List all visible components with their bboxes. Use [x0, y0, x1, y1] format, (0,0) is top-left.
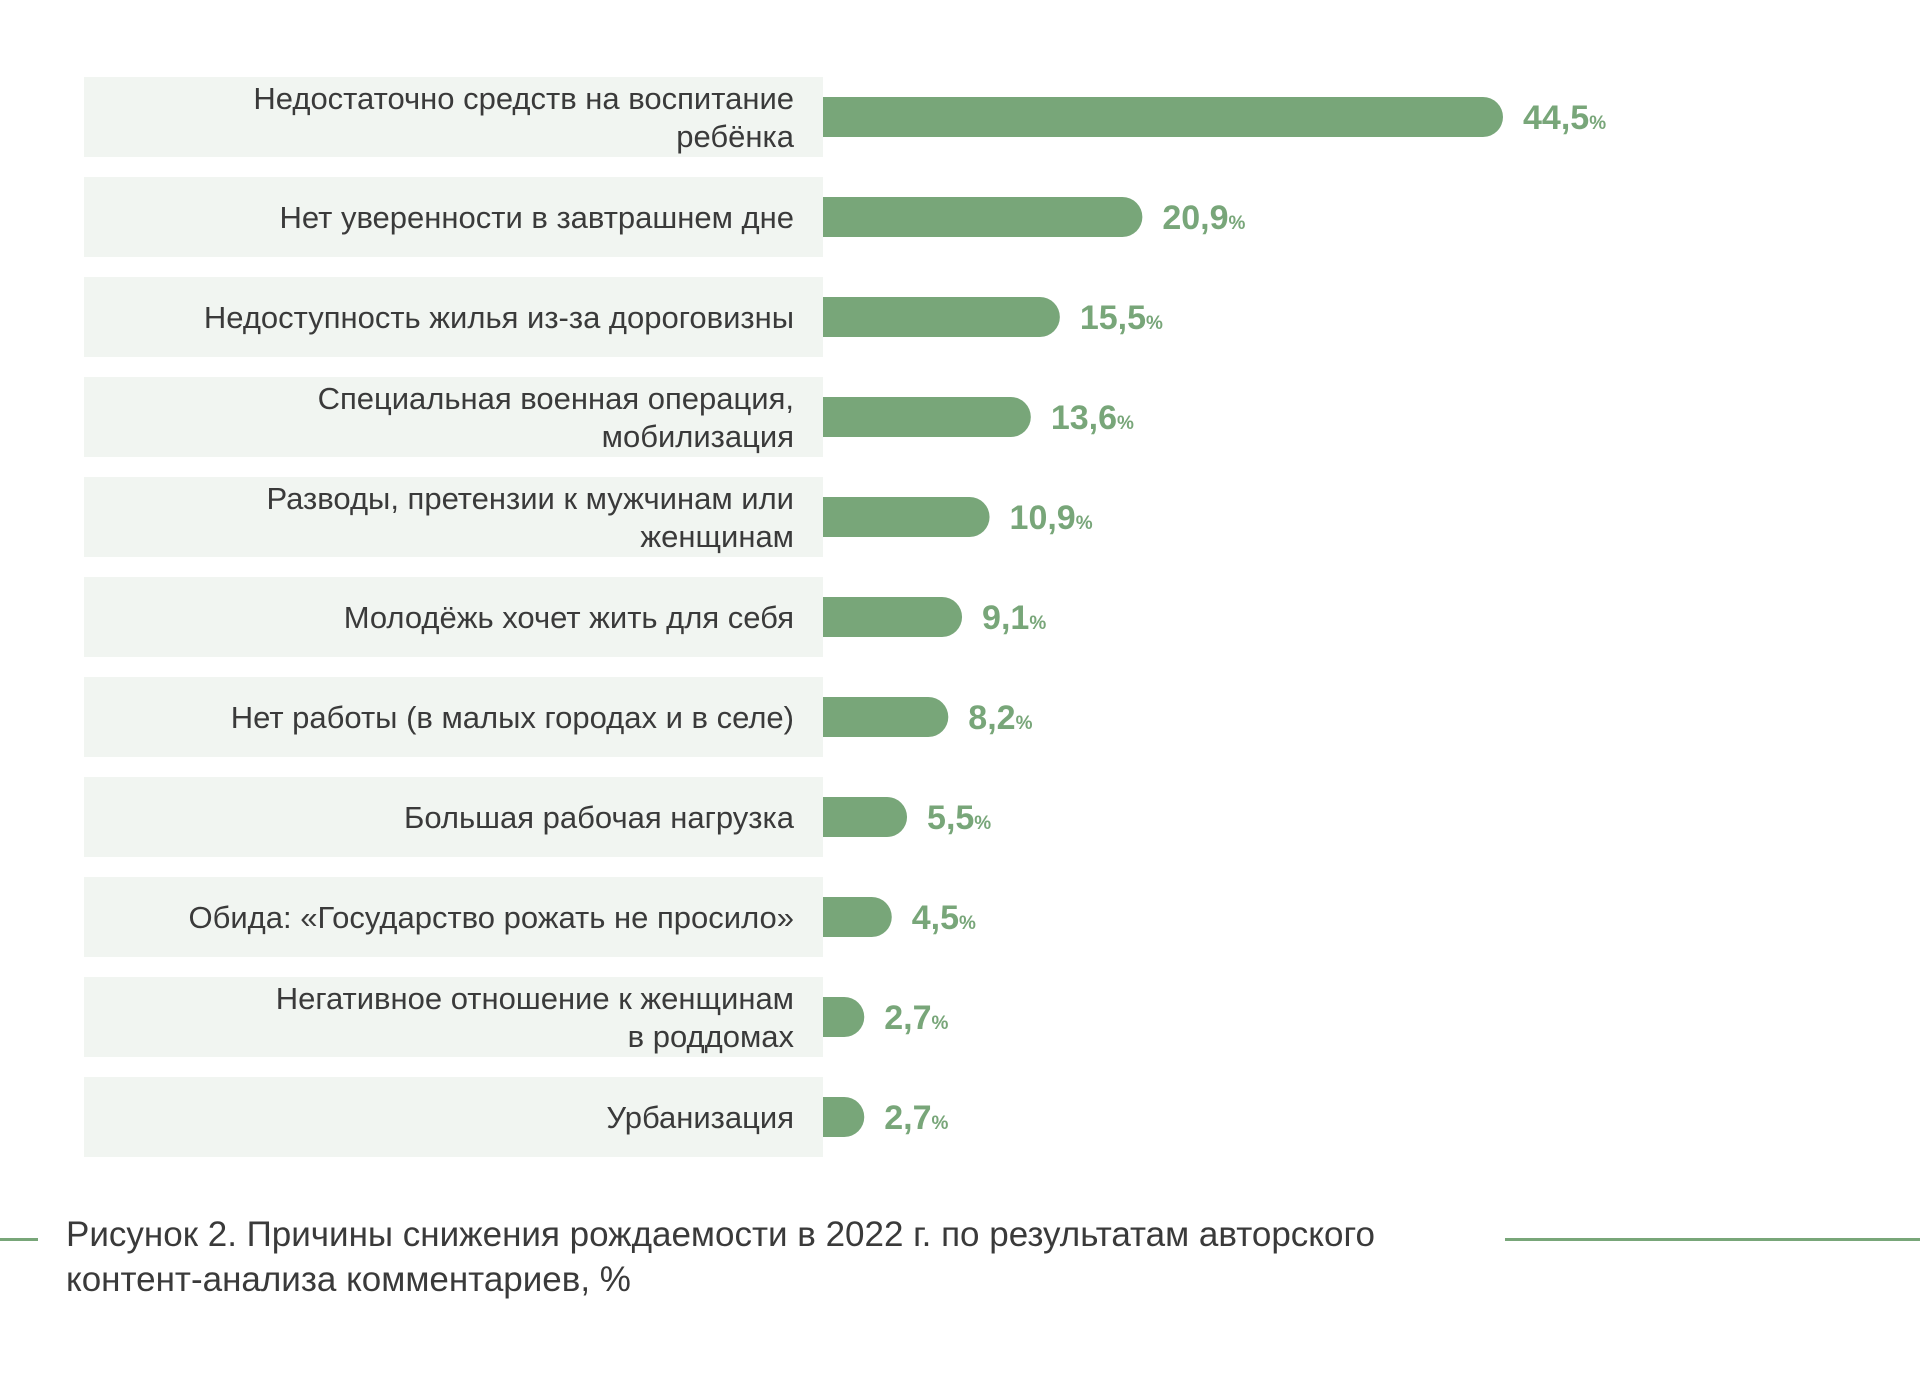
category-label: Обида: «Государство рожать не просило»	[188, 900, 794, 935]
bar-row: Недостаточно средств на воспитание ребёнк…	[84, 77, 1606, 157]
bar-chart: Недостаточно средств на воспитание ребёнк…	[84, 77, 1606, 1157]
label-band	[84, 177, 823, 257]
value-label: 15,5%	[1080, 299, 1163, 337]
label-band	[84, 677, 823, 757]
bar	[823, 897, 892, 937]
category-label: Нет уверенности в завтрашнем дне	[280, 200, 794, 235]
label-band	[84, 277, 823, 357]
value-label: 2,7%	[884, 1099, 948, 1137]
bar	[823, 297, 1060, 337]
category-label: Недоступность жилья из-за дороговизны	[204, 300, 794, 335]
value-label: 13,6%	[1051, 399, 1134, 437]
bar	[823, 797, 908, 837]
category-label: Молодёжь хочет жить для себя	[344, 600, 794, 635]
label-band	[84, 1077, 823, 1157]
bar	[823, 197, 1143, 237]
value-label: 44,5%	[1523, 99, 1606, 137]
category-label: Специальная военная операция, мобилизация	[318, 381, 794, 454]
label-band	[84, 877, 823, 957]
category-label: Урбанизация	[606, 1100, 794, 1135]
category-label: Большая рабочая нагрузка	[404, 800, 795, 835]
label-band	[84, 577, 823, 657]
bar	[823, 997, 865, 1037]
bar-row: Недоступность жилья из-за дороговизны 15,…	[84, 277, 1163, 357]
label-band	[84, 777, 823, 857]
bar-row: Негативное отношение к женщинам в роддома…	[84, 977, 949, 1057]
value-label: 2,7%	[884, 999, 948, 1037]
caption-rule-right	[1505, 1238, 1920, 1241]
label-band	[84, 377, 823, 457]
label-band	[84, 477, 823, 557]
label-band	[84, 77, 823, 157]
bar	[823, 697, 949, 737]
value-label: 4,5%	[912, 899, 976, 937]
bar	[823, 397, 1031, 437]
value-label: 10,9%	[1010, 499, 1093, 537]
value-label: 5,5%	[927, 799, 991, 837]
value-label: 20,9%	[1162, 199, 1245, 237]
value-label: 8,2%	[968, 699, 1032, 737]
category-label: Нет работы (в малых городах и в селе)	[231, 700, 794, 735]
bar-row: Урбанизация 2,7%	[84, 1077, 949, 1157]
bar-row: Специальная военная операция, мобилизация…	[84, 377, 1134, 457]
figure-caption: Рисунок 2. Причины снижения рождаемости …	[66, 1215, 1375, 1299]
category-label: Разводы, претензии к мужчинам или женщина…	[267, 481, 794, 554]
category-label: Недостаточно средств на воспитание ребёнк…	[253, 81, 794, 154]
label-band	[84, 977, 823, 1057]
category-label: Негативное отношение к женщинам в роддома…	[276, 981, 795, 1054]
bar-row: Нет уверенности в завтрашнем дне 20,9%	[84, 177, 1246, 257]
caption-rule-left	[0, 1238, 38, 1241]
bar-row: Разводы, претензии к мужчинам или женщина…	[84, 477, 1093, 557]
bar-row: Молодёжь хочет жить для себя 9,1%	[84, 577, 1046, 657]
bar	[823, 597, 963, 637]
bar-row: Большая рабочая нагрузка 5,5%	[84, 777, 991, 857]
bar	[823, 97, 1503, 137]
bar-row: Нет работы (в малых городах и в селе) 8,2…	[84, 677, 1033, 757]
value-label: 9,1%	[982, 599, 1046, 637]
bar	[823, 497, 990, 537]
bar-row: Обида: «Государство рожать не просило» 4,…	[84, 877, 976, 957]
bar	[823, 1097, 865, 1137]
